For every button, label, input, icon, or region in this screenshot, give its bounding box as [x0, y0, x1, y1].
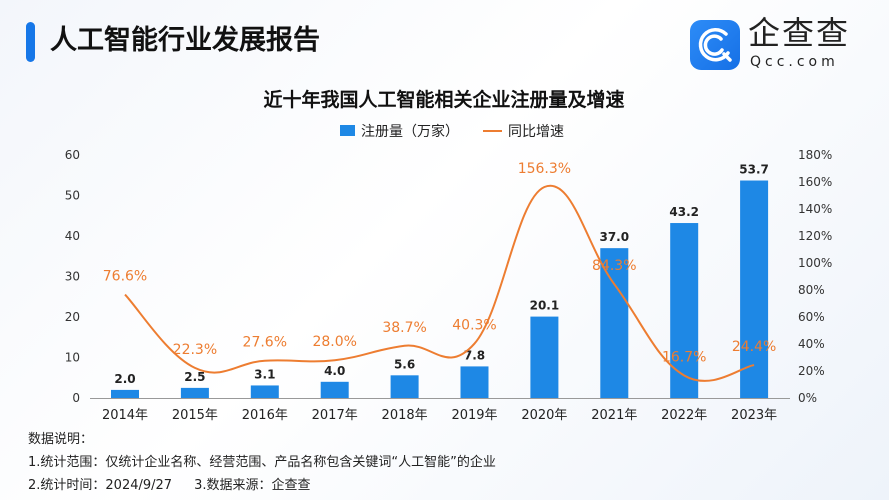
notes-line-2: 2.统计时间：2024/9/27 3.数据来源：企查查	[28, 474, 496, 497]
notes-source: 3.数据来源：企查查	[194, 478, 311, 493]
bar	[740, 180, 769, 398]
y-right-tick-label: 100%	[798, 256, 832, 270]
bar	[530, 316, 559, 398]
bar-data-label: 7.8	[464, 348, 485, 362]
x-tick-label: 2023年	[731, 408, 777, 423]
bar-data-label: 2.0	[114, 372, 135, 386]
bar-data-label: 5.6	[394, 357, 415, 371]
bar	[460, 366, 489, 398]
y-left-tick-label: 10	[65, 351, 80, 365]
line-data-label: 16.7%	[662, 349, 706, 365]
notes-line-1: 1.统计范围：仅统计企业名称、经营范围、产品名称包含关键词“人工智能”的企业	[28, 455, 496, 470]
y-right-tick-label: 160%	[798, 175, 832, 189]
line-data-label: 38.7%	[382, 320, 426, 336]
bar	[250, 385, 279, 398]
x-tick-label: 2018年	[382, 408, 428, 423]
notes-time: 2.统计时间：2024/9/27	[28, 478, 173, 493]
bar	[600, 248, 629, 398]
legend-bar-swatch	[340, 125, 355, 136]
bar	[390, 375, 419, 398]
bar-data-label: 43.2	[669, 205, 699, 219]
y-left-tick-label: 60	[65, 148, 80, 162]
bar	[320, 381, 349, 398]
title-accent-bar	[26, 22, 35, 62]
bar	[180, 387, 209, 398]
line-data-label: 84.3%	[592, 258, 636, 274]
x-tick-label: 2014年	[102, 408, 148, 423]
y-left-tick-label: 20	[65, 310, 80, 324]
y-right-tick-label: 0%	[798, 391, 817, 405]
bar-data-label: 20.1	[530, 299, 560, 313]
bar-data-label: 37.0	[599, 230, 629, 244]
growth-line	[124, 184, 755, 382]
data-notes: 数据说明： 1.统计范围：仅统计企业名称、经营范围、产品名称包含关键词“人工智能…	[28, 428, 496, 497]
line-data-label: 156.3%	[518, 161, 571, 177]
x-tick-label: 2020年	[521, 408, 567, 423]
y-left-tick-label: 50	[65, 189, 80, 203]
y-left-tick-label: 30	[65, 270, 80, 284]
y-right-tick-label: 140%	[798, 202, 832, 216]
y-right-tick-label: 80%	[798, 283, 825, 297]
bar-data-label: 2.5	[184, 370, 205, 384]
y-right-tick-label: 120%	[798, 229, 832, 243]
line-data-label: 27.6%	[243, 335, 287, 351]
line-data-label: 24.4%	[732, 339, 776, 355]
y-right-tick-label: 20%	[798, 364, 825, 378]
bar	[111, 389, 139, 398]
legend-bar-label: 注册量（万家）	[361, 123, 459, 140]
y-left-tick-label: 40	[65, 229, 80, 243]
qcc-logo-icon	[690, 20, 740, 70]
y-right-tick-label: 180%	[798, 148, 832, 162]
line-data-label: 28.0%	[312, 334, 356, 350]
line-data-label: 22.3%	[173, 342, 217, 358]
line-data-label: 76.6%	[103, 269, 147, 285]
y-left-tick-label: 0	[72, 391, 80, 405]
x-tick-label: 2017年	[312, 408, 358, 423]
notes-heading: 数据说明：	[28, 432, 94, 447]
x-tick-label: 2019年	[451, 408, 497, 423]
legend-line-label: 同比增速	[508, 124, 564, 140]
line-data-label: 40.3%	[452, 318, 496, 334]
bar-data-label: 4.0	[324, 364, 345, 378]
x-tick-label: 2016年	[242, 408, 288, 423]
page-title: 人工智能行业发展报告	[50, 25, 320, 56]
brand-name: 企查查	[748, 14, 851, 52]
bar	[670, 223, 699, 398]
x-tick-label: 2015年	[172, 408, 218, 423]
x-tick-label: 2022年	[661, 408, 707, 423]
brand-domain: Qcc.com	[750, 54, 839, 70]
y-right-tick-label: 60%	[798, 310, 825, 324]
bar-data-label: 3.1	[254, 367, 275, 381]
y-right-tick-label: 40%	[798, 337, 825, 351]
bar-data-label: 53.7	[739, 163, 769, 177]
x-tick-label: 2021年	[591, 408, 637, 423]
chart-title: 近十年我国人工智能相关企业注册量及增速	[263, 88, 624, 111]
